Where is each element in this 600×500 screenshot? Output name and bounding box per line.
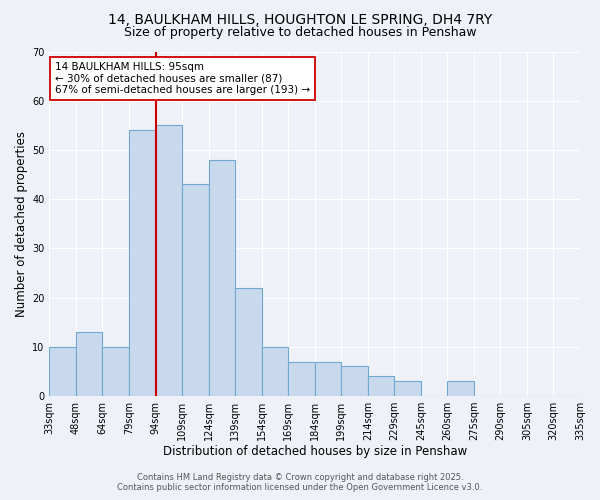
Bar bbox=[341, 366, 368, 396]
Bar bbox=[129, 130, 155, 396]
Bar bbox=[155, 126, 182, 396]
Bar bbox=[448, 381, 474, 396]
Text: 14 BAULKHAM HILLS: 95sqm
← 30% of detached houses are smaller (87)
67% of semi-d: 14 BAULKHAM HILLS: 95sqm ← 30% of detach… bbox=[55, 62, 310, 95]
Bar bbox=[262, 347, 288, 396]
Bar bbox=[235, 288, 262, 396]
Text: 14, BAULKHAM HILLS, HOUGHTON LE SPRING, DH4 7RY: 14, BAULKHAM HILLS, HOUGHTON LE SPRING, … bbox=[108, 12, 492, 26]
Bar bbox=[368, 376, 394, 396]
Bar bbox=[209, 160, 235, 396]
Bar bbox=[315, 362, 341, 396]
Bar bbox=[103, 347, 129, 396]
Text: Size of property relative to detached houses in Penshaw: Size of property relative to detached ho… bbox=[124, 26, 476, 39]
Text: Contains HM Land Registry data © Crown copyright and database right 2025.
Contai: Contains HM Land Registry data © Crown c… bbox=[118, 473, 482, 492]
Bar bbox=[49, 347, 76, 396]
Bar bbox=[288, 362, 315, 396]
Bar bbox=[76, 332, 103, 396]
X-axis label: Distribution of detached houses by size in Penshaw: Distribution of detached houses by size … bbox=[163, 444, 467, 458]
Bar bbox=[182, 184, 209, 396]
Bar bbox=[394, 381, 421, 396]
Y-axis label: Number of detached properties: Number of detached properties bbox=[15, 130, 28, 316]
